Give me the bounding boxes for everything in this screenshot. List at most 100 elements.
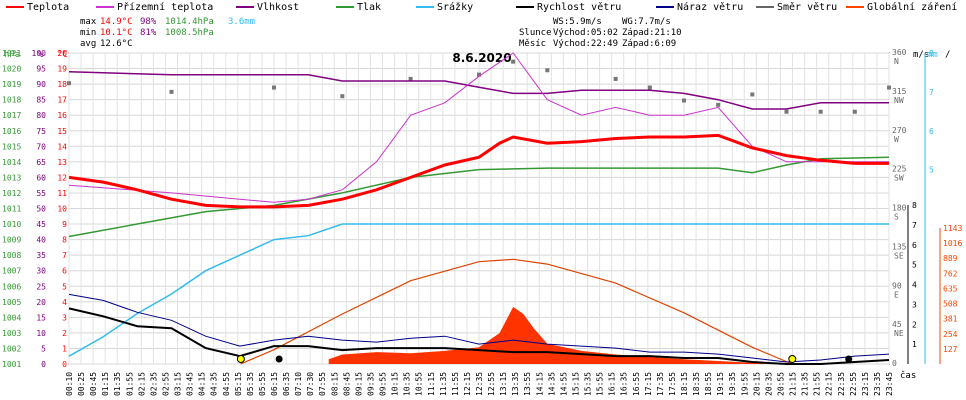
info-ws: WS:5.9m/s — [553, 17, 602, 27]
axis-unit-temp: °C — [57, 50, 68, 60]
tick-temp: 20 — [57, 49, 67, 58]
sunrise-marker — [236, 355, 245, 363]
info-wg: WG:7.7m/s — [622, 17, 671, 27]
tick-dir-label: N — [894, 57, 899, 66]
tick-temp: 11 — [57, 189, 67, 198]
tick-time: 20:55 — [776, 372, 785, 396]
tick-hpa: 1008 — [2, 251, 21, 260]
moonrise-marker — [845, 355, 853, 363]
tick-wm2: 635 — [943, 284, 958, 293]
tick-time: 22:35 — [837, 372, 846, 396]
tick-temp: 5 — [62, 282, 67, 291]
tick-time: 08:45 — [342, 372, 351, 396]
tick-mm: 5 — [929, 166, 934, 175]
stat-min-temp: 10.1°C — [100, 28, 133, 38]
series-ground-temp — [68, 52, 889, 203]
point-wind-dir — [682, 98, 686, 103]
tick-time: 06:35 — [282, 372, 291, 396]
tick-ms: 5 — [912, 261, 917, 270]
tick-time: 18:35 — [692, 372, 701, 396]
tick-time: 07:55 — [318, 372, 327, 396]
tick-temp: 6 — [62, 267, 67, 276]
tick-time: 22:55 — [849, 372, 858, 396]
tick-hpa: 1007 — [2, 267, 21, 276]
sunset-marker — [788, 355, 797, 363]
tick-time: 01:35 — [113, 372, 122, 396]
tick-pct: 50 — [36, 205, 46, 214]
tick-wm2: 889 — [943, 254, 958, 263]
tick-time: 04:55 — [222, 372, 231, 396]
tick-dir-label: NW — [894, 96, 904, 105]
tick-temp: 17 — [57, 96, 67, 105]
moonset-marker — [275, 355, 283, 363]
tick-time: 13:55 — [523, 372, 532, 396]
tick-temp: 2 — [62, 329, 67, 338]
tick-time: 19:15 — [716, 372, 725, 396]
tick-dir: 270 — [892, 126, 907, 135]
tick-wm2: 1016 — [943, 239, 962, 248]
tick-hpa: 1018 — [2, 96, 21, 105]
tick-temp: 9 — [62, 220, 67, 229]
tick-time: 01:15 — [101, 372, 110, 396]
tick-time: 05:55 — [258, 372, 267, 396]
stat-label: avg — [80, 39, 96, 49]
tick-hpa: 1009 — [2, 236, 21, 245]
point-wind-dir — [647, 85, 652, 90]
point-wind-dir — [477, 72, 481, 77]
tick-time: 12:15 — [463, 372, 472, 396]
tick-time: 07:30 — [306, 372, 315, 396]
tick-time: 17:35 — [656, 372, 665, 396]
axis-unit-pct: % — [38, 50, 44, 60]
axis-unit-time: čas — [900, 370, 916, 381]
tick-pct: 65 — [36, 158, 46, 167]
tick-mm: 8 — [929, 49, 934, 58]
legend-label: Globální záření — [867, 1, 957, 13]
tick-dir-label: SW — [894, 174, 904, 183]
tick-temp: 8 — [62, 236, 67, 245]
tick-pct: 0 — [41, 360, 46, 369]
tick-time: 02:35 — [149, 372, 158, 396]
tick-temp: 14 — [57, 142, 67, 151]
tick-time: 10:15 — [391, 372, 400, 396]
tick-dir-label: SE — [894, 251, 904, 260]
legend-label: Tlak — [357, 2, 381, 13]
tick-time: 12:55 — [487, 372, 496, 396]
info-moonrise: Východ:22:49 — [553, 39, 618, 49]
point-wind-dir — [784, 109, 789, 114]
tick-pct: 35 — [36, 251, 46, 260]
tick-temp: 3 — [62, 313, 67, 322]
stat-max-rain: 3.6mm — [228, 17, 255, 27]
axis-unit-sep: / — [945, 50, 950, 60]
tick-hpa: 1016 — [2, 127, 21, 136]
tick-mm: 6 — [929, 127, 934, 136]
tick-temp: 16 — [57, 111, 67, 120]
tick-hpa: 1011 — [2, 205, 21, 214]
tick-dir: 180 — [892, 204, 907, 213]
tick-time: 15:55 — [596, 372, 605, 396]
tick-dir-label: NE — [894, 329, 904, 338]
tick-time: 08:15 — [330, 372, 339, 396]
tick-time: 16:35 — [620, 372, 629, 396]
tick-pct: 95 — [36, 65, 46, 74]
tick-time: 07:10 — [294, 372, 303, 396]
tick-time: 17:55 — [668, 372, 677, 396]
tick-time: 13:15 — [499, 372, 508, 396]
tick-time: 00:10 — [65, 372, 74, 396]
tick-pct: 20 — [36, 298, 46, 307]
tick-time: 14:55 — [559, 372, 568, 396]
tick-pct: 80 — [36, 111, 46, 120]
point-wind-dir — [545, 68, 550, 73]
tick-temp: 10 — [57, 205, 67, 214]
tick-hpa: 1006 — [2, 282, 21, 291]
tick-pct: 85 — [36, 96, 46, 105]
tick-time: 19:55 — [740, 372, 749, 396]
tick-time: 11:35 — [439, 372, 448, 396]
series-temperature — [68, 133, 889, 209]
tick-temp: 4 — [62, 298, 67, 307]
tick-pct: 60 — [36, 173, 46, 182]
series-humidity — [68, 70, 889, 110]
tick-dir-label: W — [894, 135, 899, 144]
point-wind-dir — [818, 109, 823, 114]
axis-unit-mm: mm — [927, 50, 938, 60]
legend-label: Rychlost větru — [537, 1, 621, 13]
